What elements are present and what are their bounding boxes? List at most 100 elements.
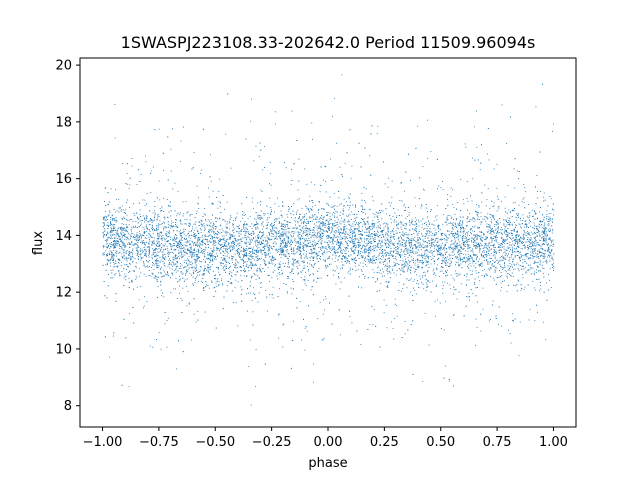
data-point xyxy=(225,264,227,266)
data-point xyxy=(316,221,317,223)
data-point xyxy=(444,253,446,255)
data-point xyxy=(513,239,515,241)
data-point xyxy=(232,220,234,221)
data-point xyxy=(372,238,374,239)
data-point xyxy=(176,245,177,247)
data-point xyxy=(123,254,125,256)
data-point xyxy=(339,244,341,245)
data-point xyxy=(269,234,271,236)
data-point xyxy=(353,258,355,260)
data-point xyxy=(219,232,221,234)
data-point xyxy=(430,151,432,153)
data-point xyxy=(380,283,382,284)
data-point xyxy=(146,216,148,218)
data-point xyxy=(230,217,232,218)
data-point xyxy=(533,274,535,276)
data-point xyxy=(376,246,378,248)
data-point xyxy=(153,269,155,270)
data-point xyxy=(305,231,307,233)
data-point xyxy=(306,330,308,332)
data-point xyxy=(310,209,312,211)
data-point xyxy=(533,222,535,224)
data-point xyxy=(151,244,153,246)
data-point xyxy=(292,268,294,270)
data-point xyxy=(118,240,120,242)
data-point xyxy=(381,230,383,232)
data-point xyxy=(424,274,426,276)
data-point xyxy=(114,247,116,248)
data-point xyxy=(133,203,135,205)
data-point xyxy=(449,284,451,286)
data-point xyxy=(218,243,219,245)
data-point xyxy=(211,237,213,239)
data-point xyxy=(223,237,225,239)
data-point xyxy=(467,216,469,218)
data-point xyxy=(181,253,183,255)
data-point xyxy=(160,223,162,225)
data-point xyxy=(472,293,474,294)
data-point xyxy=(434,234,436,236)
data-point xyxy=(383,256,384,258)
data-point xyxy=(335,222,337,223)
data-point xyxy=(476,244,478,245)
data-point xyxy=(536,269,537,271)
data-point xyxy=(142,199,144,201)
data-point xyxy=(417,264,419,266)
data-point xyxy=(149,240,151,242)
data-point xyxy=(321,250,323,251)
data-point xyxy=(379,249,381,250)
data-point xyxy=(407,253,409,255)
data-point xyxy=(544,249,546,251)
data-point xyxy=(300,257,302,259)
data-point xyxy=(207,244,209,246)
data-point xyxy=(524,286,526,288)
data-point xyxy=(367,238,369,240)
data-point xyxy=(154,215,156,217)
data-point xyxy=(299,214,301,215)
data-point xyxy=(181,236,183,238)
data-point xyxy=(257,267,258,269)
data-point xyxy=(487,251,489,252)
data-point xyxy=(199,239,201,241)
data-point xyxy=(421,246,423,248)
data-point xyxy=(382,245,384,247)
data-point xyxy=(322,222,324,224)
data-point xyxy=(117,258,119,260)
data-point xyxy=(343,235,345,237)
data-point xyxy=(364,221,365,223)
data-point xyxy=(282,239,283,241)
data-point xyxy=(231,243,233,245)
data-point xyxy=(245,252,247,254)
data-point xyxy=(217,254,219,256)
data-point xyxy=(323,338,325,340)
data-point xyxy=(133,237,135,238)
data-point xyxy=(159,269,161,271)
data-point xyxy=(362,266,364,267)
data-point xyxy=(188,231,190,233)
data-point xyxy=(404,256,406,257)
data-point xyxy=(490,216,492,218)
data-point xyxy=(367,255,369,257)
data-point xyxy=(436,215,438,217)
data-point xyxy=(442,223,444,225)
data-point xyxy=(271,230,273,231)
data-point xyxy=(215,258,217,260)
data-point xyxy=(187,271,189,272)
data-point xyxy=(128,254,130,255)
data-point xyxy=(297,209,299,211)
data-point xyxy=(305,222,307,224)
data-point xyxy=(138,237,140,239)
data-point xyxy=(130,235,132,237)
data-point xyxy=(360,269,362,271)
data-point xyxy=(280,210,282,212)
data-point xyxy=(285,235,287,236)
data-point xyxy=(249,339,251,341)
data-point xyxy=(473,245,475,246)
data-point xyxy=(183,267,184,269)
data-point xyxy=(263,213,265,215)
data-point xyxy=(216,233,217,235)
data-point xyxy=(318,241,320,242)
data-point xyxy=(329,215,331,217)
data-point xyxy=(423,241,425,242)
data-point xyxy=(534,211,536,213)
